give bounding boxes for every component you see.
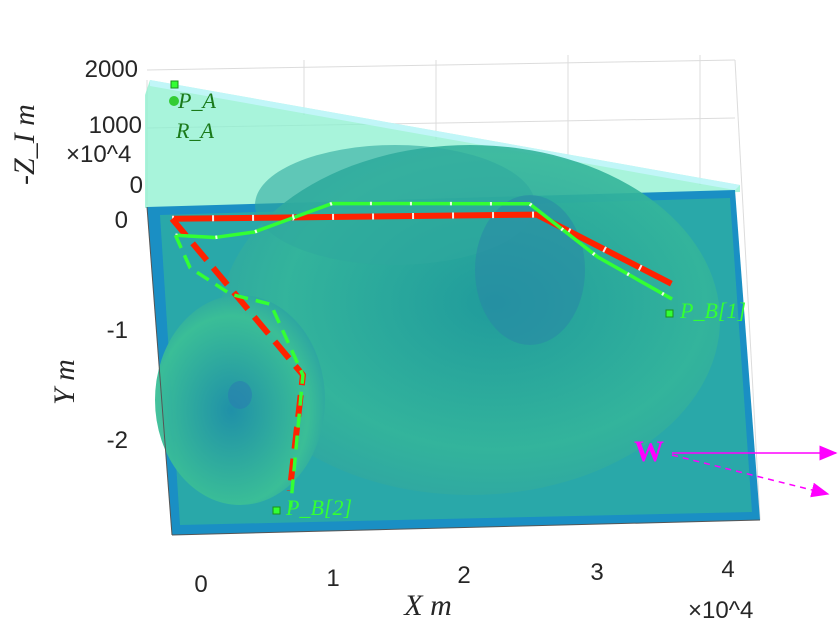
dome-small-core [228, 381, 252, 409]
dome-large-core [475, 195, 585, 345]
y-tick-neg1: -1 [107, 317, 128, 344]
start-marker-square [170, 80, 179, 89]
z-tick-0: 0 [130, 172, 143, 199]
x-axis-label: X m [403, 589, 452, 622]
y-axis-label: Y m [48, 359, 81, 405]
z-axis-label: -Z_I m [8, 104, 41, 185]
y-tick-0: 0 [115, 207, 128, 234]
x-tick-4: 4 [721, 556, 734, 583]
x-tick-0: 0 [194, 571, 207, 598]
z-tick-2000: 2000 [85, 56, 138, 83]
y-axis-line [146, 206, 173, 536]
z-tick-1000: 1000 [89, 112, 142, 139]
x-tick-1: 1 [326, 565, 339, 592]
x-axis-line [171, 519, 761, 536]
label-ra: R_A [175, 118, 214, 143]
label-pb2: P_B[2] [285, 495, 352, 520]
label-wind: W [634, 435, 664, 468]
y-tick-neg2: -2 [107, 427, 128, 454]
label-pa: P_A [177, 88, 216, 113]
label-pb1-text: P_B[1] [679, 298, 746, 323]
label-pb2-text: P_B[2] [285, 495, 352, 520]
upper-plane-top [150, 80, 740, 190]
end-marker-2 [272, 506, 281, 515]
series-line-3 [173, 234, 305, 508]
label-pa-text: P_A [177, 88, 216, 113]
start-marker-circle [169, 96, 179, 106]
series-line-2 [175, 201, 673, 301]
wind-arrow-dashed [671, 454, 830, 498]
x-tick-2: 2 [457, 562, 470, 589]
series-layer [169, 201, 673, 508]
label-ra-text: R_A [175, 118, 214, 143]
y-exponent: ×10^4 [66, 141, 131, 168]
x-exponent: ×10^4 [688, 597, 753, 624]
x-tick-3: 3 [590, 559, 603, 586]
label-pb1: P_B[1] [679, 298, 746, 323]
end-marker-1 [665, 309, 674, 318]
